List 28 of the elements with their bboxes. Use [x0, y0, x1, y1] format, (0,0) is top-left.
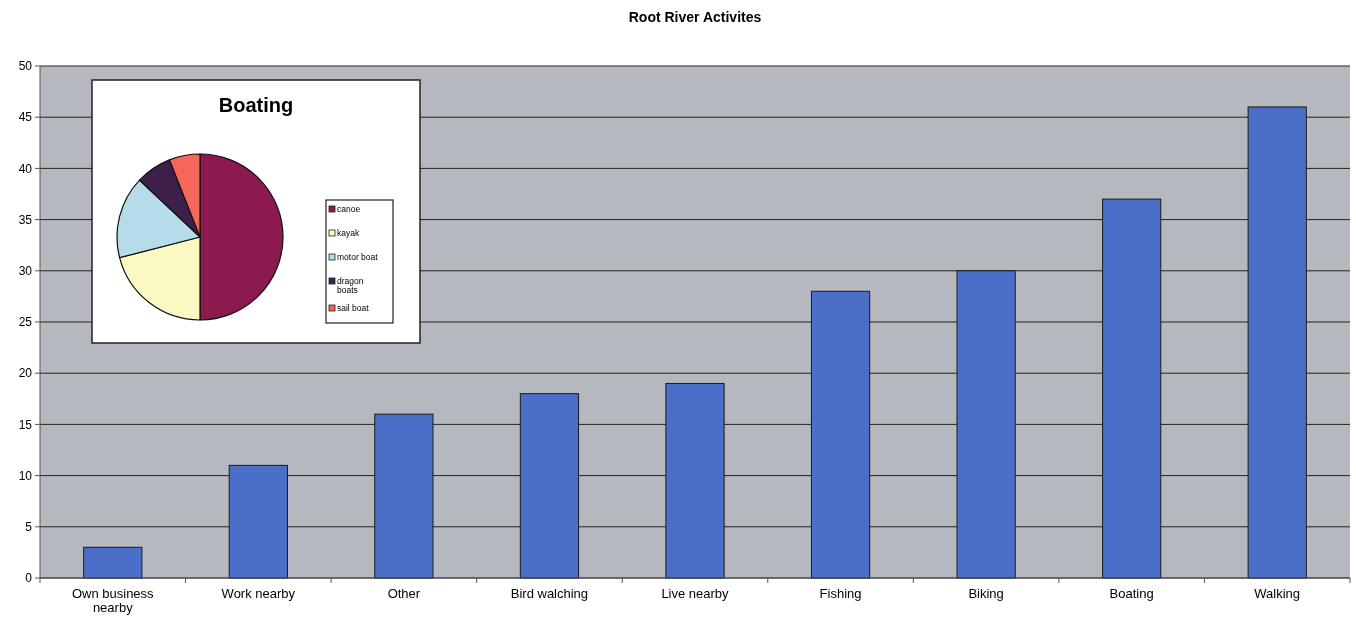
y-tick-label: 20: [18, 366, 33, 381]
legend-label: motor boat: [337, 252, 379, 262]
y-tick-label: 50: [18, 59, 33, 74]
x-tick-label: Bird walching: [510, 586, 589, 601]
x-tick-label: Live nearby: [661, 586, 730, 601]
y-tick-label: 40: [18, 161, 33, 176]
y-tick-label: 30: [18, 264, 33, 278]
y-tick-label: 10: [18, 468, 33, 483]
y-tick-label: 45: [18, 110, 33, 125]
x-tick-label: Boating: [1109, 586, 1154, 601]
x-tick-label: Fishing: [819, 586, 862, 601]
y-tick-label: 15: [18, 417, 33, 432]
legend-label: dragon boats: [337, 276, 364, 295]
chart-title: Root River Activites: [628, 9, 762, 25]
x-tick-label: Other: [387, 586, 421, 601]
bar: [83, 546, 143, 579]
y-tick-label: 35: [18, 212, 33, 227]
legend-label: sail boat: [337, 303, 370, 313]
x-tick-label: Biking: [968, 586, 1004, 601]
legend-label: kayak: [337, 228, 360, 238]
y-tick-label: 0: [25, 571, 33, 586]
y-tick-label: 5: [25, 520, 33, 534]
legend-label: canoe: [337, 204, 361, 214]
x-tick-label: Work nearby: [221, 586, 296, 601]
y-tick-label: 25: [18, 315, 33, 330]
chart-title: Boating: [218, 94, 294, 116]
x-tick-label: Walking: [1254, 586, 1301, 601]
x-tick-label: Own business nearby: [71, 586, 155, 615]
